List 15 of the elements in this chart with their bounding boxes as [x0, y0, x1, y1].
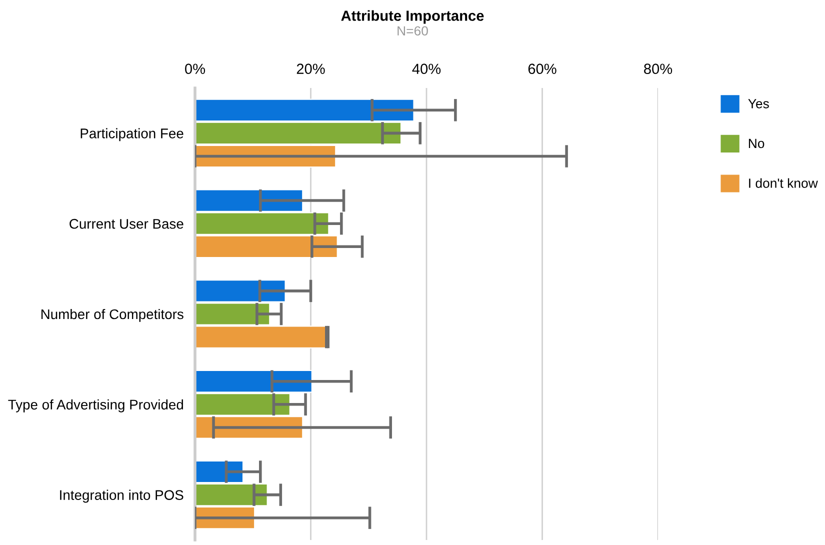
chart-title: Attribute Importance [341, 10, 484, 24]
y-tick-label: Integration into POS [60, 490, 184, 503]
legend-label: No [748, 138, 764, 148]
y-tick-label: Number of Competitors [41, 308, 184, 322]
legend-label: Yes [748, 99, 769, 108]
y-tick-label: Current User Base [70, 218, 184, 229]
legend-label: I don't know [749, 178, 818, 188]
x-tick-label: 80% [644, 64, 672, 74]
chart-subtitle: N=60 [398, 26, 428, 36]
x-tick-label: 0% [185, 64, 206, 74]
x-tick-label: 20% [296, 64, 325, 74]
y-tick-label: Type of Advertising Provided [8, 399, 184, 412]
x-tick-label: 60% [528, 64, 556, 74]
x-tick-label: 40% [412, 64, 441, 74]
y-tick-label: Participation Fee [80, 128, 184, 142]
